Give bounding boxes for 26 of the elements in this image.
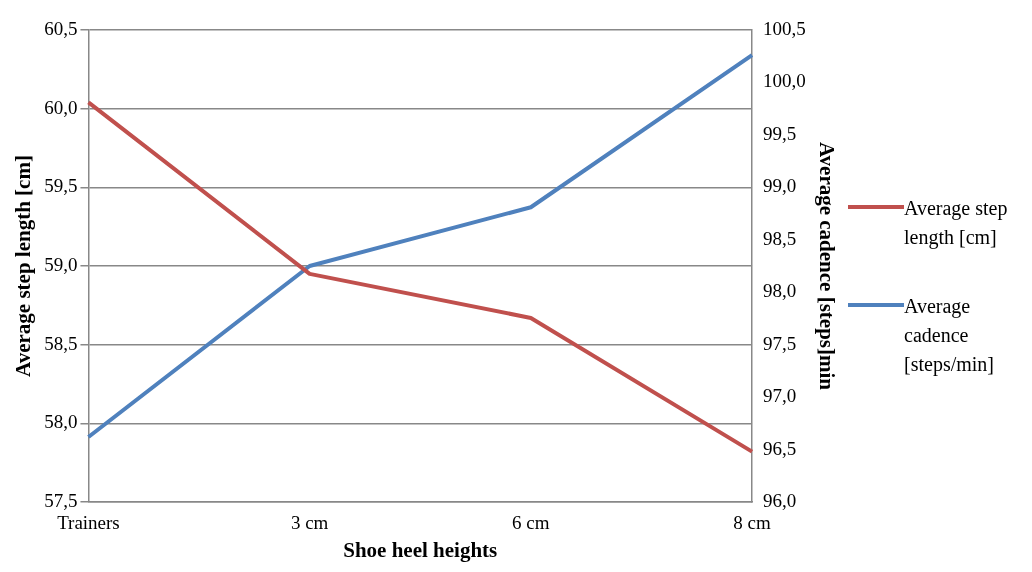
y2-tick-label: 98,0 xyxy=(763,280,797,302)
y-tick-label: 59,5 xyxy=(44,175,78,197)
y-tick-label: 58,5 xyxy=(44,332,78,354)
y2-tick-label: 97,5 xyxy=(763,332,797,354)
y2-tick-label: 100,0 xyxy=(763,70,806,92)
y-axis-title: Average step length [cm] xyxy=(11,155,36,377)
x-tick-label: 3 cm xyxy=(290,512,329,534)
x-axis-title: Shoe heel heights xyxy=(343,537,498,562)
y2-tick-label: 100,5 xyxy=(763,17,806,39)
legend-label: Average step length [cm] xyxy=(904,195,1009,251)
x-tick-label: Trainers xyxy=(57,512,120,534)
y-tick-label: 59,0 xyxy=(44,253,78,275)
legend-label: Average cadence [steps/min] xyxy=(904,293,995,378)
y2-tick-label: 96,5 xyxy=(763,437,797,459)
x-tick-label: 8 cm xyxy=(733,512,771,534)
y-tick-label: 60,5 xyxy=(44,17,78,39)
y2-tick-label: 96,0 xyxy=(763,489,797,511)
y-tick-label: 58,0 xyxy=(44,411,78,433)
y2-tick-label: 99,5 xyxy=(763,122,797,144)
y2-tick-label: 97,0 xyxy=(763,385,797,407)
y-tick-label: 60,0 xyxy=(44,96,78,118)
y2-tick-label: 98,5 xyxy=(763,227,797,249)
x-tick-label: 6 cm xyxy=(512,512,550,534)
y2-tick-label: 99,0 xyxy=(763,175,797,197)
y2-axis-title: Average cadence [steps]min xyxy=(814,141,839,391)
y-tick-label: 57,5 xyxy=(44,489,78,511)
